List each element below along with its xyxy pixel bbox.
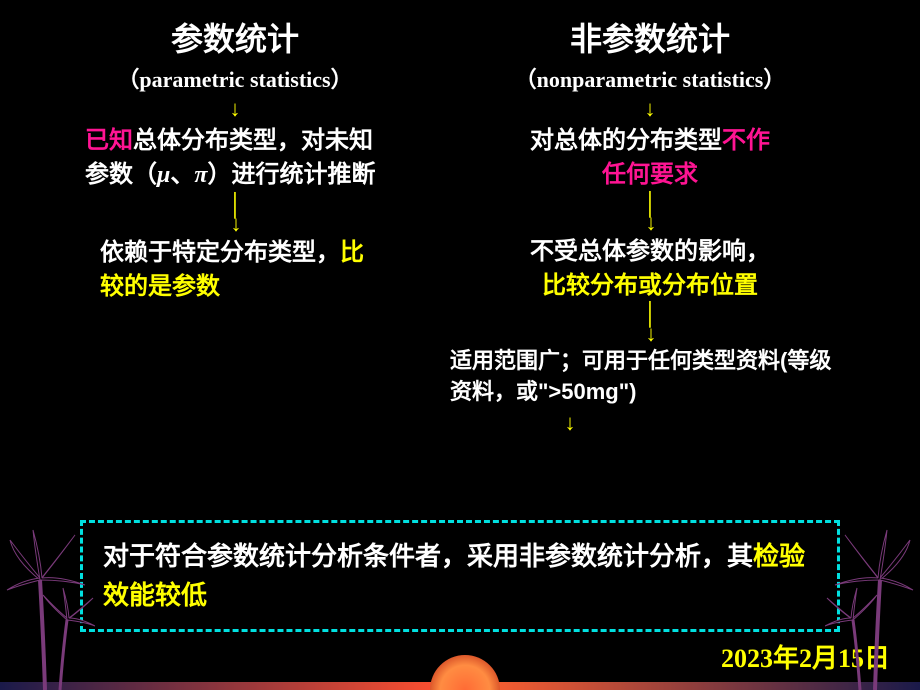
left-title-cn: 参数统计 (70, 20, 400, 58)
text: 不受总体参数的影响， (530, 238, 770, 265)
arrow-icon: │↓ (440, 304, 860, 344)
arrow-icon: ↓ (440, 98, 860, 120)
right-block-1: 对总体的分布类型不作任何要求 (520, 124, 780, 191)
text: 对总体的分布类型 (530, 127, 722, 154)
text: 适用范围广；可用于任何类型资料(等级资料，或">50mg") (450, 348, 831, 404)
left-block-1: 已知总体分布类型，对未知参数（μ、π）进行统计推断 (85, 124, 385, 192)
conclusion-box: 对于符合参数统计分析条件者，采用非参数统计分析，其检验效能较低 (80, 520, 840, 632)
palm-tree-icon (5, 490, 95, 690)
sun-icon (430, 655, 500, 690)
conclusion-text: 对于符合参数统计分析条件者，采用非参数统计分析，其 (103, 541, 753, 571)
right-column: 非参数统计 （nonparametric statistics） ↓ 对总体的分… (440, 20, 860, 438)
text: 依赖于特定分布类型， (100, 239, 340, 266)
right-block-2: 不受总体参数的影响， 比较分布或分布位置 (485, 235, 815, 302)
text: 总体分布类型 (133, 127, 277, 154)
right-title-en: （nonparametric statistics） (440, 62, 860, 94)
symbol-pi: π (194, 162, 207, 188)
left-column: 参数统计 （parametric statistics） ↓ 已知总体分布类型，… (70, 20, 400, 303)
text: ）进行统计推断 (207, 161, 375, 188)
arrow-icon: ↓ (70, 98, 400, 120)
symbol-mu: μ (157, 162, 170, 188)
palm-tree-icon (825, 490, 915, 690)
slide: 参数统计 （parametric statistics） ↓ 已知总体分布类型，… (0, 0, 920, 690)
arrow-icon: │↓ (440, 194, 860, 234)
right-title-cn: 非参数统计 (440, 20, 860, 58)
arrow-icon: │↓ (70, 195, 400, 235)
text-highlight: 比较分布或分布位置 (542, 272, 758, 299)
text-highlight: 已知 (85, 127, 133, 154)
left-title-en: （parametric statistics） (70, 62, 400, 94)
right-block-3: 适用范围广；可用于任何类型资料(等级资料，或">50mg") (450, 346, 850, 408)
text: 、 (170, 161, 194, 188)
arrow-icon: ↓ (280, 412, 860, 434)
left-block-2: 依赖于特定分布类型，比较的是参数 (100, 236, 370, 303)
